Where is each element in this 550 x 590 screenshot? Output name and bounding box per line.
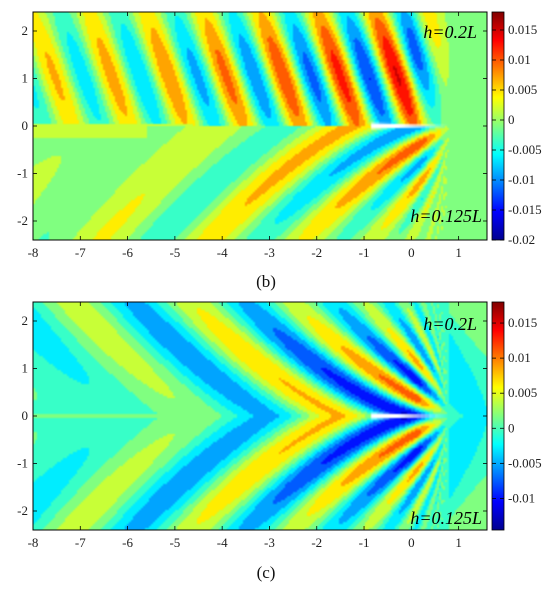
annotation-upper-b: h=0.2L xyxy=(423,22,477,42)
colorbar-tick-label: -0.01 xyxy=(508,172,535,187)
panel-label-b: (b) xyxy=(256,272,276,291)
y-tick-label: 1 xyxy=(22,361,29,376)
x-tick-label: -1 xyxy=(359,535,370,550)
colorbar-tick-label: -0.02 xyxy=(508,232,535,247)
panel-b: -8 -7 -6 -5 -4 -3 -2 -1 0 1 2 1 0 -1 -2 h=0.2L h=0.125… xyxy=(17,11,542,291)
x-tick-label: -6 xyxy=(122,535,133,550)
colorbar-tick-label: 0.015 xyxy=(508,315,537,330)
colorbar-tick-label: 0 xyxy=(508,420,515,435)
heatmap-b xyxy=(33,12,487,240)
x-tick-label: -4 xyxy=(217,245,228,260)
annotation-lower-b: h=0.125L xyxy=(410,206,482,226)
heatmap-c xyxy=(33,302,487,530)
colorbar-tick-label: -0.005 xyxy=(508,142,542,157)
y-tick-label: -2 xyxy=(17,213,28,228)
panel-c: -8 -7 -6 -5 -4 -3 -2 -1 0 1 2 1 0 -1 -2 h=0.2L h=0.125… xyxy=(17,301,542,582)
panel-label-c: (c) xyxy=(257,563,276,582)
x-tick-label: -2 xyxy=(311,245,322,260)
y-tick-label: 1 xyxy=(22,71,29,86)
x-tick-label: -3 xyxy=(264,535,275,550)
y-tick-label: 0 xyxy=(22,408,29,423)
x-tick-label: 0 xyxy=(408,245,415,260)
annotation-upper-c: h=0.2L xyxy=(423,314,477,334)
colorbar-b xyxy=(491,11,505,241)
y-tick-label: -1 xyxy=(17,456,28,471)
x-tick-label: -1 xyxy=(359,245,370,260)
axis-ticks-c: -8 -7 -6 -5 -4 -3 -2 -1 0 1 2 1 0 -1 -2 xyxy=(17,302,487,550)
colorbar-tick-label: -0.015 xyxy=(508,202,542,217)
colorbar-tick-label: 0 xyxy=(508,112,515,127)
x-tick-label: 1 xyxy=(455,245,462,260)
annotation-lower-c: h=0.125L xyxy=(410,508,482,528)
y-tick-label: 2 xyxy=(22,313,29,328)
y-tick-label: 0 xyxy=(22,118,29,133)
y-tick-label: -2 xyxy=(17,503,28,518)
x-tick-label: -8 xyxy=(28,245,39,260)
axis-ticks-b: -8 -7 -6 -5 -4 -3 -2 -1 0 1 2 1 0 -1 -2 xyxy=(17,12,487,260)
y-tick-label: -1 xyxy=(17,166,28,181)
colorbar-ticks-c: 0.015 0.01 0.005 0 -0.005 -0.01 xyxy=(492,315,542,505)
x-tick-label: -2 xyxy=(311,535,322,550)
x-tick-label: -7 xyxy=(75,245,86,260)
x-tick-label: -3 xyxy=(264,245,275,260)
colorbar-tick-label: 0.01 xyxy=(508,350,531,365)
x-tick-label: 0 xyxy=(408,535,415,550)
x-tick-label: -8 xyxy=(28,535,39,550)
colorbar-c xyxy=(491,301,505,531)
colorbar-tick-label: 0.005 xyxy=(508,385,537,400)
colorbar-tick-label: 0.005 xyxy=(508,82,537,97)
x-tick-label: 1 xyxy=(455,535,462,550)
colorbar-tick-label: 0.01 xyxy=(508,52,531,67)
x-tick-label: -5 xyxy=(169,245,180,260)
colorbar-tick-label: -0.005 xyxy=(508,455,542,470)
colorbar-tick-label: 0.015 xyxy=(508,22,537,37)
colorbar-ticks-b: 0.015 0.01 0.005 0 -0.005 -0.01 -0.015 -0.02 xyxy=(492,22,542,247)
x-tick-label: -5 xyxy=(169,535,180,550)
x-tick-label: -6 xyxy=(122,245,133,260)
y-tick-label: 2 xyxy=(22,23,29,38)
x-tick-label: -7 xyxy=(75,535,86,550)
colorbar-tick-label: -0.01 xyxy=(508,490,535,505)
x-tick-label: -4 xyxy=(217,535,228,550)
